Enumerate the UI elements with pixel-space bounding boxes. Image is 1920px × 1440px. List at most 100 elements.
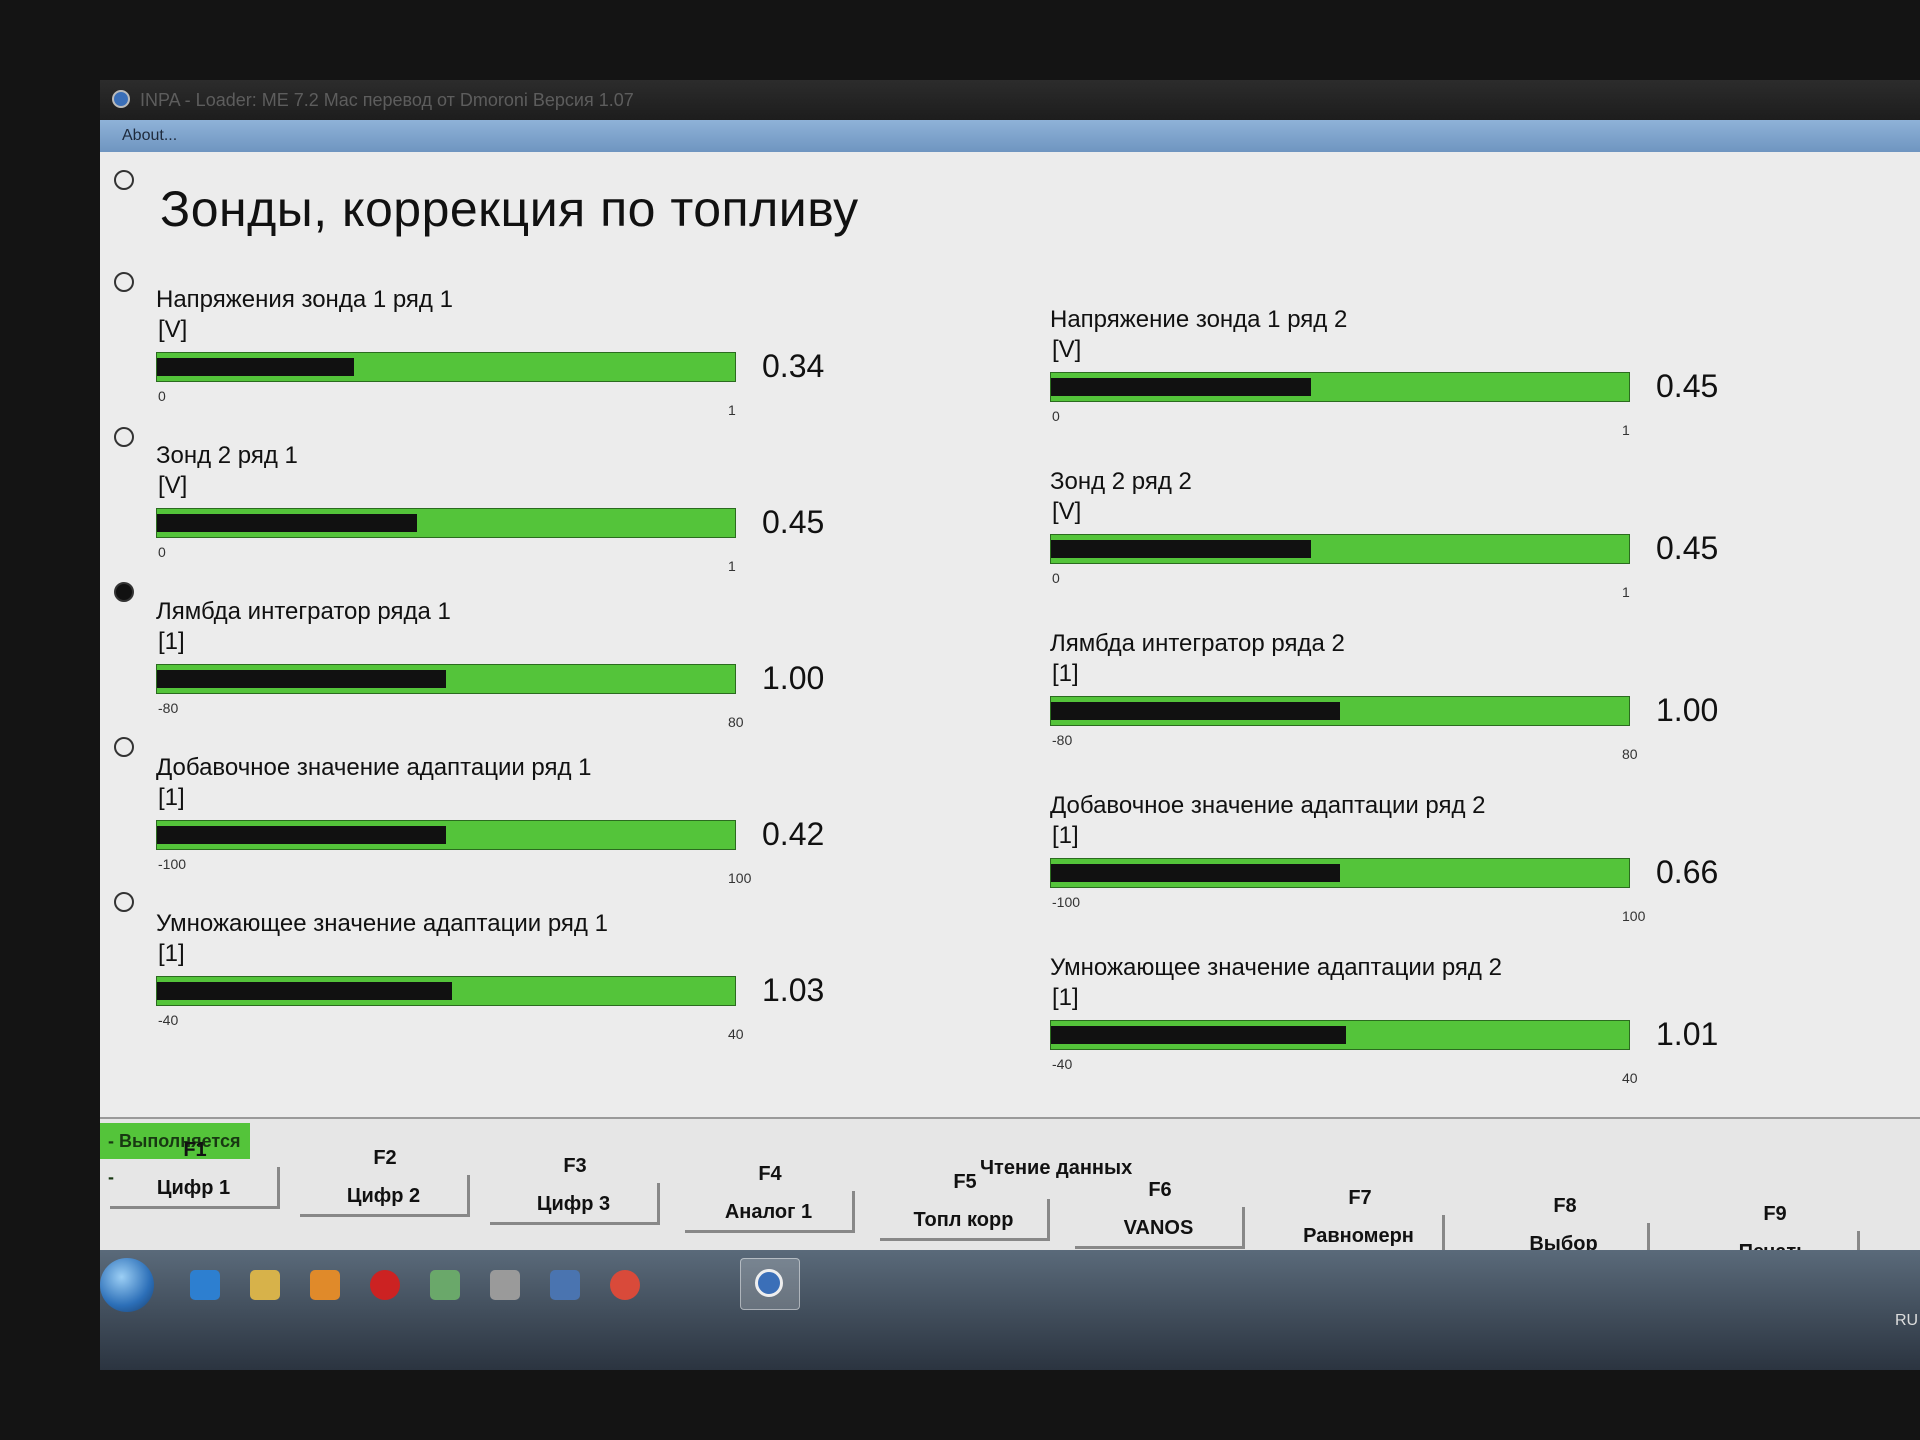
gauge-name: Добавочное значение адаптации ряд 2 [1050, 792, 1486, 819]
gauge-level [1051, 702, 1340, 720]
gauge-name: Зонд 2 ряд 2 [1050, 468, 1192, 495]
gauge-bar [156, 976, 736, 1006]
screen-radio-1[interactable] [114, 170, 134, 190]
f6-button[interactable]: F6 VANOS [1075, 1179, 1245, 1269]
calendar-icon[interactable] [490, 1270, 520, 1300]
gauge-max: 1 [728, 402, 736, 418]
menu-about[interactable]: About... [122, 127, 178, 144]
fkey-code: F9 [1763, 1203, 1787, 1225]
gauge-value: 0.66 [1656, 854, 1719, 890]
screen-radio-5[interactable] [114, 737, 134, 757]
gauge-bar [156, 508, 736, 538]
gauge-unit: [1] [158, 784, 185, 811]
f2-button[interactable]: F2 Цифр 2 [300, 1147, 470, 1237]
screen-radio-4[interactable] [114, 582, 134, 602]
fkey-code: F4 [758, 1163, 782, 1185]
gauge-right-4: Добавочное значение адаптации ряд 2 [1] … [1050, 792, 1890, 932]
gauge-left-4: Добавочное значение адаптации ряд 1 [1] … [156, 754, 996, 894]
fkey-label: Цифр 3 [490, 1183, 660, 1225]
fkey-code: F2 [373, 1147, 397, 1169]
fkey-code: F1 [183, 1139, 207, 1161]
gauge-bar [156, 352, 736, 382]
gauge-unit: [1] [1052, 822, 1079, 849]
gauge-right-5: Умножающее значение адаптации ряд 2 [1] … [1050, 954, 1890, 1094]
f3-button[interactable]: F3 Цифр 3 [490, 1155, 660, 1245]
gauge-value: 0.45 [1656, 368, 1719, 404]
bmw-icon [755, 1269, 783, 1297]
gauge-min: -40 [158, 1012, 179, 1028]
gauge-min: -80 [158, 700, 179, 716]
gauge-level [157, 982, 452, 1000]
gauge-min: 0 [1052, 408, 1060, 424]
start-orb-icon[interactable] [100, 1258, 154, 1312]
gauge-left-1: Напряжения зонда 1 ряд 1 [V] 0 1 0.34 [156, 286, 996, 426]
screen-radio-3[interactable] [114, 427, 134, 447]
fkey-label: Топл корр [880, 1199, 1050, 1241]
gauge-bar [1050, 534, 1630, 564]
gauge-level [1051, 378, 1312, 396]
fkey-code: F6 [1148, 1179, 1172, 1201]
fkey-code: F8 [1553, 1195, 1577, 1217]
gauge-max: 100 [728, 870, 752, 886]
fkey-code: F3 [563, 1155, 587, 1177]
gauge-min: -40 [1052, 1056, 1073, 1072]
gauge-max: 100 [1622, 908, 1646, 924]
chrome-icon[interactable] [610, 1270, 640, 1300]
gauge-right-2: Зонд 2 ряд 2 [V] 0 1 0.45 [1050, 468, 1890, 608]
gauge-name: Лямбда интегратор ряда 1 [156, 598, 451, 625]
gauge-min: -100 [158, 856, 187, 872]
bmw-icon [112, 90, 130, 108]
gauge-max: 80 [728, 714, 744, 730]
screen-radio-6[interactable] [114, 892, 134, 912]
gauge-left-3: Лямбда интегратор ряда 1 [1] -80 80 1.00 [156, 598, 996, 738]
gauge-max: 40 [728, 1026, 744, 1042]
fkey-label: Цифр 1 [110, 1167, 280, 1209]
opera-icon[interactable] [370, 1270, 400, 1300]
inpa-taskbar-button[interactable] [740, 1258, 800, 1310]
gauge-level [1051, 864, 1340, 882]
gauge-max: 40 [1622, 1070, 1638, 1086]
gauge-name: Напряжение зонда 1 ряд 2 [1050, 306, 1348, 333]
gauge-name: Напряжения зонда 1 ряд 1 [156, 286, 453, 313]
fkey-label: VANOS [1075, 1207, 1245, 1249]
gauge-value: 1.00 [762, 660, 825, 696]
gauge-min: 0 [158, 388, 166, 404]
taskbar: RU [100, 1250, 1920, 1370]
inpa-window: INPA - Loader: ME 7.2 Mac перевод от Dmo… [100, 80, 1920, 1370]
gauge-unit: [V] [158, 472, 188, 499]
gauge-max: 1 [1622, 422, 1630, 438]
f1-button[interactable]: F1 Цифр 1 [110, 1139, 280, 1229]
fkey-label: Цифр 2 [300, 1175, 470, 1217]
ie-icon[interactable] [190, 1270, 220, 1300]
gauge-level [157, 358, 354, 376]
gauge-name: Умножающее значение адаптации ряд 2 [1050, 954, 1502, 981]
gauge-value: 0.45 [1656, 530, 1719, 566]
media-player-icon[interactable] [310, 1270, 340, 1300]
f5-button[interactable]: F5 Топл корр [880, 1171, 1050, 1261]
language-indicator[interactable]: RU [1895, 1312, 1919, 1329]
gauge-max: 1 [728, 558, 736, 574]
fkey-code: F7 [1348, 1187, 1372, 1209]
gauge-right-3: Лямбда интегратор ряда 2 [1] -80 80 1.00 [1050, 630, 1890, 770]
gauge-unit: [V] [1052, 336, 1082, 363]
gauge-value: 1.00 [1656, 692, 1719, 728]
screen-radio-2[interactable] [114, 272, 134, 292]
gauge-level [157, 826, 446, 844]
gauge-unit: [1] [1052, 984, 1079, 1011]
gauge-name: Добавочное значение адаптации ряд 1 [156, 754, 592, 781]
folder-icon[interactable] [250, 1270, 280, 1300]
gauge-bar [1050, 372, 1630, 402]
gauge-min: 0 [1052, 570, 1060, 586]
app-icon[interactable] [430, 1270, 460, 1300]
gauge-bar [156, 664, 736, 694]
gauge-value: 1.01 [1656, 1016, 1719, 1052]
fkey-code: F5 [953, 1171, 977, 1193]
gauge-value: 0.45 [762, 504, 825, 540]
main-content: Зонды, коррекция по топливу Напряжения з… [100, 152, 1920, 1117]
save-icon[interactable] [550, 1270, 580, 1300]
title-bar: INPA - Loader: ME 7.2 Mac перевод от Dmo… [100, 80, 1920, 120]
gauge-level [157, 514, 418, 532]
gauge-level [157, 670, 446, 688]
gauge-unit: [V] [158, 316, 188, 343]
f4-button[interactable]: F4 Аналог 1 [685, 1163, 855, 1253]
